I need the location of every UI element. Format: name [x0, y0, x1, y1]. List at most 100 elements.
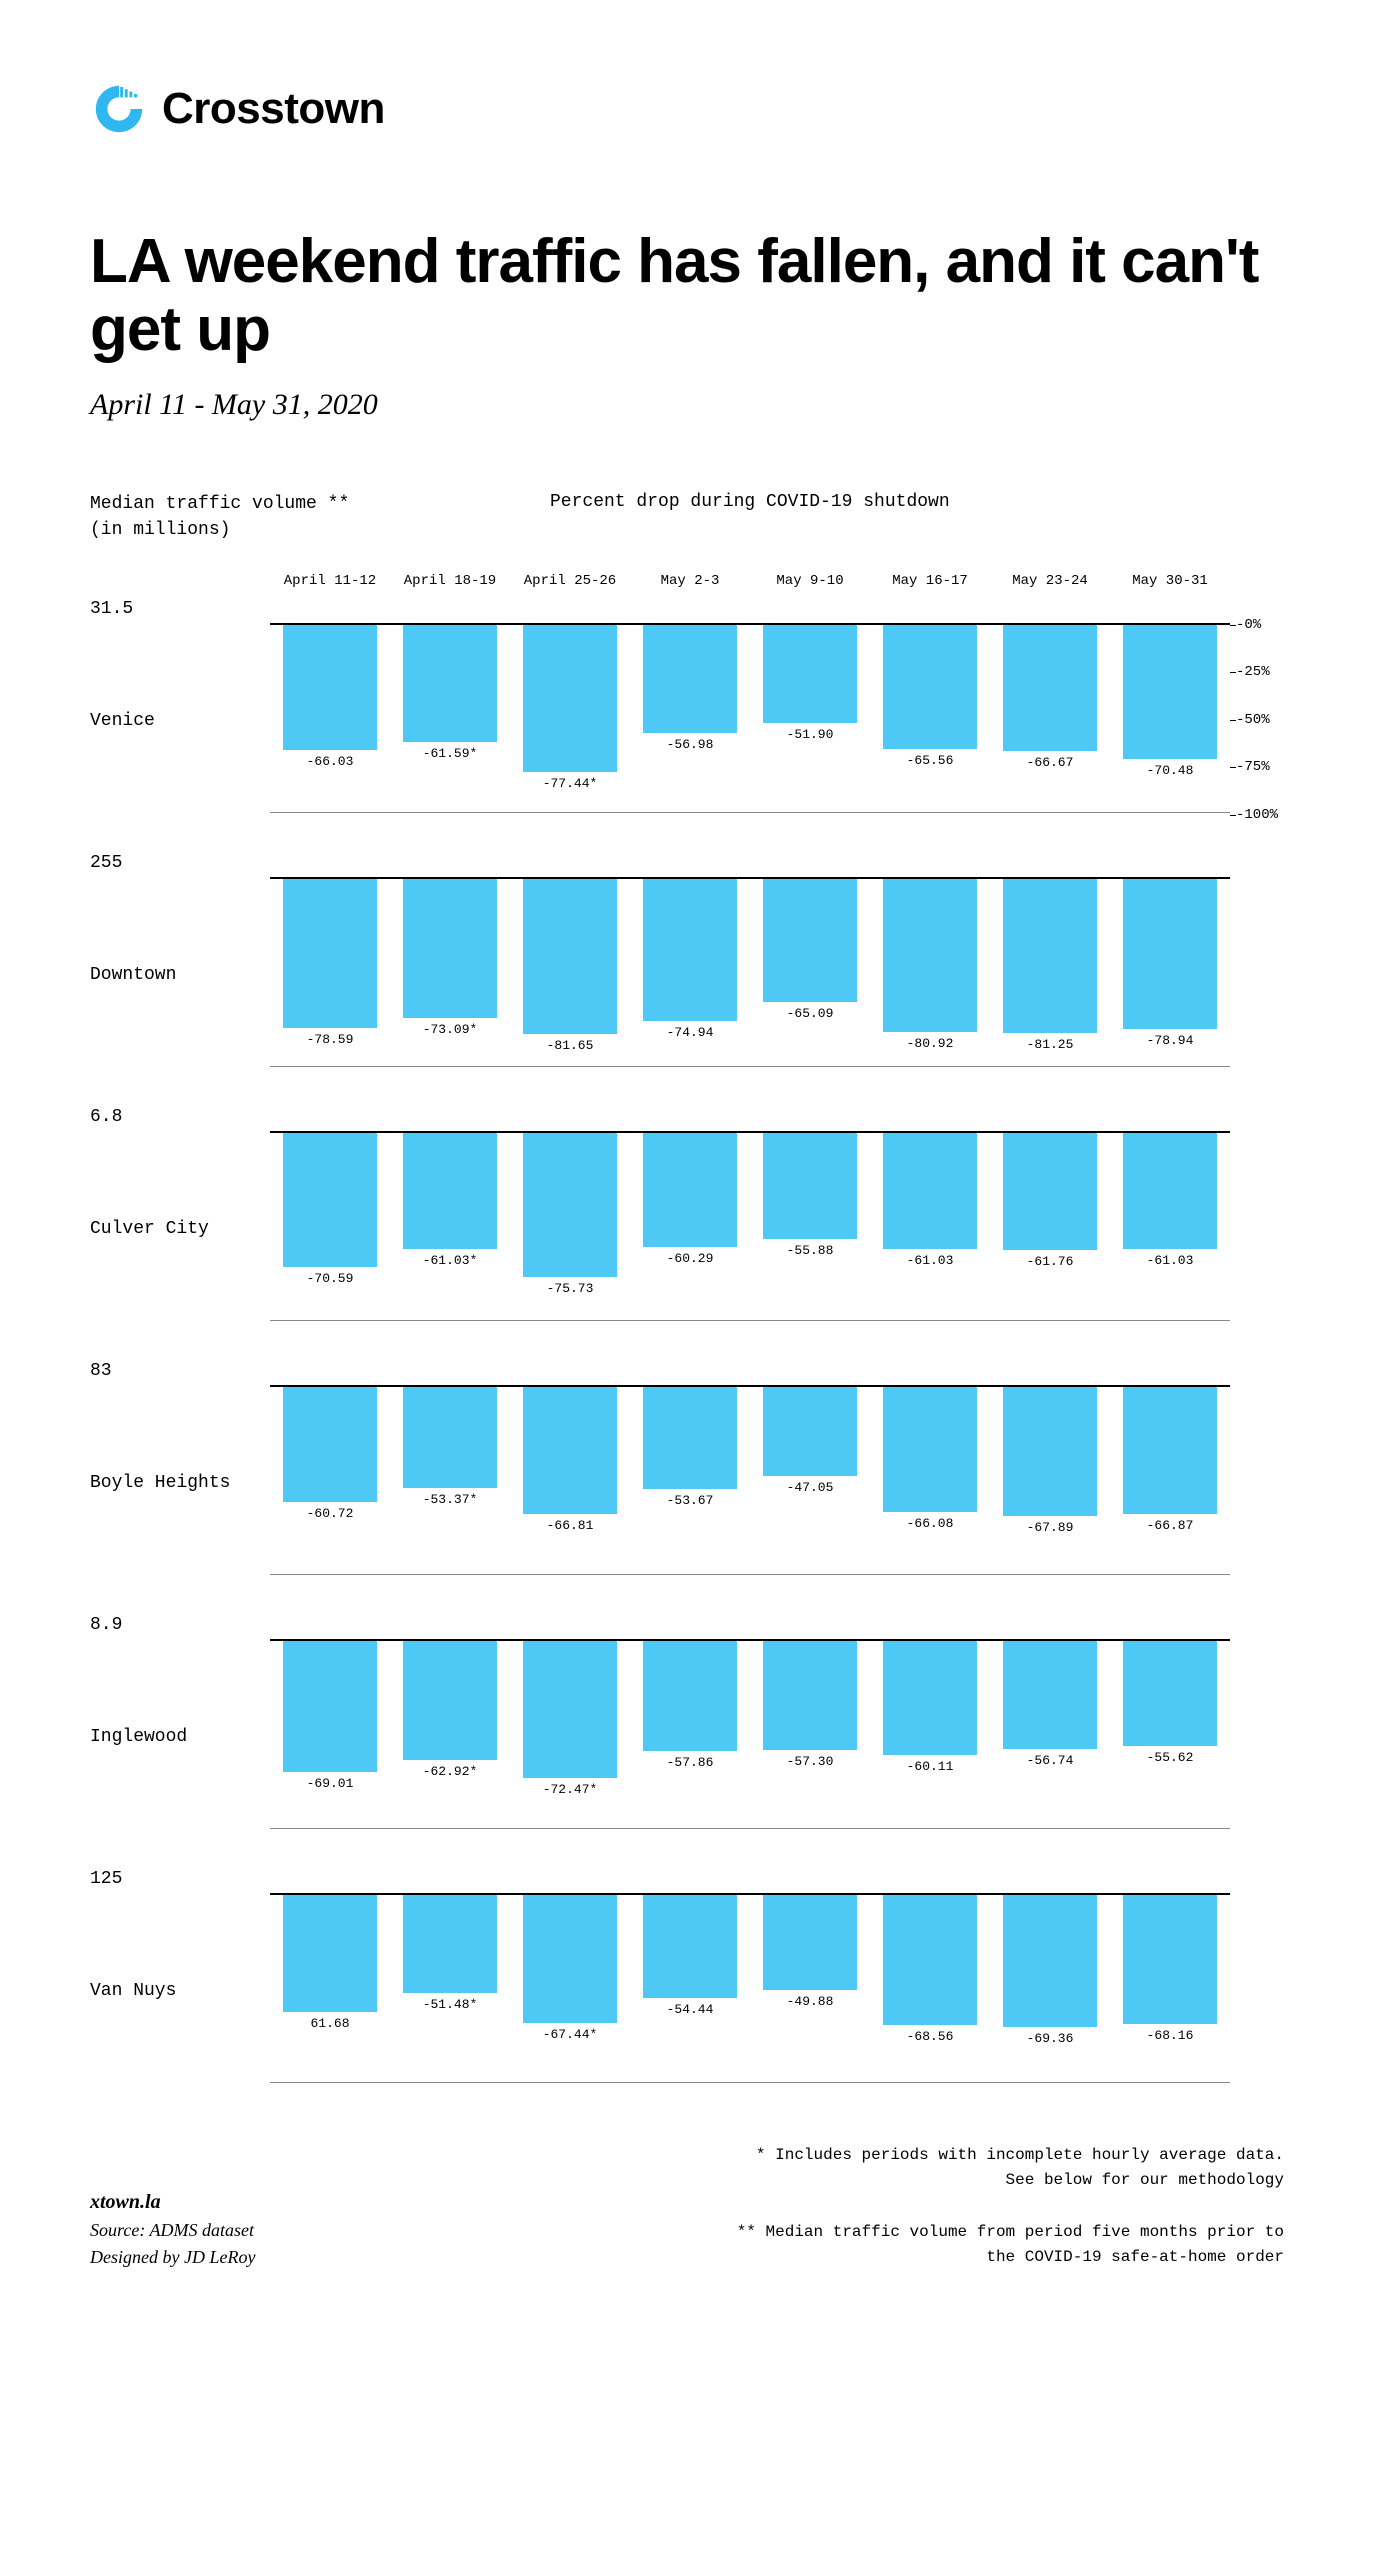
bars-box: 61.68-51.48*-67.44*-54.44-49.88-68.56-69… — [270, 1893, 1230, 2083]
bar-slot: -65.56 — [870, 625, 990, 812]
date-headers: April 11-12April 18-19April 25-26May 2-3… — [270, 573, 1230, 589]
bar — [523, 1133, 617, 1277]
bars-box: -66.03-61.59*-77.44*-56.98-51.90-65.56-6… — [270, 623, 1230, 813]
bar-value-label: -77.44* — [543, 776, 598, 791]
date-header: April 25-26 — [510, 573, 630, 589]
y-tick-label: -0% — [1236, 617, 1261, 633]
bar — [283, 1641, 377, 1772]
bar — [763, 1133, 857, 1239]
bar-value-label: -67.89 — [1027, 1520, 1074, 1535]
bar — [883, 879, 977, 1033]
bar — [643, 879, 737, 1021]
bar — [283, 1895, 377, 2012]
panel-name: Venice — [90, 705, 270, 731]
axis-titles: Median traffic volume ** (in millions) P… — [90, 492, 1284, 542]
bar-value-label: -54.44 — [667, 2002, 714, 2017]
bar — [403, 1641, 497, 1761]
crosstown-logo-icon — [90, 80, 148, 138]
bar-slot: -69.01 — [270, 1641, 390, 1828]
chart-panel: 83Boyle Heights-60.72-53.37*-66.81-53.67… — [90, 1361, 1284, 1575]
bar-value-label: -78.59 — [307, 1032, 354, 1047]
bar — [1003, 1387, 1097, 1516]
bar — [1123, 1641, 1217, 1747]
bar-value-label: -80.92 — [907, 1036, 954, 1051]
bar-slot: -66.67 — [990, 625, 1110, 812]
bars-box: -60.72 -53.37* -66.81-53.67 -47.05 -66.08 -67… — [270, 1385, 1230, 1575]
median-value: 31.5 — [90, 599, 270, 619]
bar-slot: -61.03* — [390, 1133, 510, 1320]
bar — [283, 879, 377, 1028]
bar-slot: -61.03 — [1110, 1133, 1230, 1320]
bar-value-label: -69.01 — [307, 1776, 354, 1791]
bar-slot: -56.98 — [630, 625, 750, 812]
bar-slot: -75.73 — [510, 1133, 630, 1320]
bar-slot: -65.09 — [750, 879, 870, 1066]
bar-value-label: -81.65 — [547, 1038, 594, 1053]
footnotes: * Includes periods with incomplete hourl… — [724, 2143, 1284, 2271]
headline: LA weekend traffic has fallen, and it ca… — [90, 228, 1284, 364]
date-header: May 16-17 — [870, 573, 990, 589]
bar-value-label: -78.94 — [1147, 1033, 1194, 1048]
bar-value-label: -47.05 — [787, 1480, 834, 1495]
bar-slot: -57.30 — [750, 1641, 870, 1828]
bar-slot: -74.94 — [630, 879, 750, 1066]
bar-value-label: -65.09 — [787, 1006, 834, 1021]
bar-value-label: -53.37* — [423, 1492, 478, 1507]
bar-slot: -56.74 — [990, 1641, 1110, 1828]
y-tick-label: -75% — [1236, 759, 1270, 775]
bar-slot: -55.62 — [1110, 1641, 1230, 1828]
bar-slot: -70.59 — [270, 1133, 390, 1320]
median-value: 125 — [90, 1869, 270, 1889]
bar-value-label: -66.87 — [1147, 1518, 1194, 1533]
bar — [643, 1387, 737, 1489]
bar — [403, 879, 497, 1018]
bar-value-label: -55.62 — [1147, 1750, 1194, 1765]
bar-slot: -67.89 — [990, 1387, 1110, 1574]
chart-panel: 31.5Venice-66.03-61.59*-77.44*-56.98-51.… — [90, 599, 1284, 813]
bar-value-label: -68.56 — [907, 2029, 954, 2044]
bar-slot: -62.92* — [390, 1641, 510, 1828]
bar-slot: -60.11 — [870, 1641, 990, 1828]
y-tick-label: -50% — [1236, 712, 1270, 728]
bar-slot: -77.44* — [510, 625, 630, 812]
y-axis: -0%-25%-50%-75%-100% — [1236, 625, 1286, 815]
chart-panel: 255Downtown-78.59-73.09*-81.65-74.94-65.… — [90, 853, 1284, 1067]
bar-value-label: -66.08 — [907, 1516, 954, 1531]
bar-value-label: -61.03 — [1147, 1253, 1194, 1268]
bar-slot: -80.92 — [870, 879, 990, 1066]
bar-value-label: -60.72 — [307, 1506, 354, 1521]
panel-name: Inglewood — [90, 1721, 270, 1747]
bar-value-label: -56.98 — [667, 737, 714, 752]
bar-slot: -66.08 — [870, 1387, 990, 1574]
site-credit: xtown.la — [90, 2187, 255, 2217]
bar-value-label: -49.88 — [787, 1994, 834, 2009]
bar-value-label: -61.03 — [907, 1253, 954, 1268]
date-header: April 11-12 — [270, 573, 390, 589]
bar — [523, 1895, 617, 2023]
panel-name: Van Nuys — [90, 1975, 270, 2001]
bar — [523, 1641, 617, 1779]
date-header: April 18-19 — [390, 573, 510, 589]
bar — [283, 1133, 377, 1267]
bars-box: -70.59-61.03*-75.73-60.29-55.88-61.03-61… — [270, 1131, 1230, 1321]
bar-slot: -53.67 — [630, 1387, 750, 1574]
date-header: May 23-24 — [990, 573, 1110, 589]
bar-slot: -55.88 — [750, 1133, 870, 1320]
bar — [883, 625, 977, 750]
bar — [763, 1895, 857, 1990]
bar-slot: -78.94 — [1110, 879, 1230, 1066]
bar-slot: -72.47* — [510, 1641, 630, 1828]
date-header: May 9-10 — [750, 573, 870, 589]
y-tick-label: -25% — [1236, 664, 1270, 680]
bar — [883, 1133, 977, 1249]
bar-slot: -61.03 — [870, 1133, 990, 1320]
bar-slot: -68.16 — [1110, 1895, 1230, 2082]
bar — [763, 1387, 857, 1476]
bar-slot: -49.88 — [750, 1895, 870, 2082]
footnote-2: ** Median traffic volume from period fiv… — [724, 2220, 1284, 2271]
bar-slot: -66.81 — [510, 1387, 630, 1574]
median-value: 255 — [90, 853, 270, 873]
bar-value-label: -51.90 — [787, 727, 834, 742]
chart-panel: 125Van Nuys61.68-51.48*-67.44*-54.44-49.… — [90, 1869, 1284, 2083]
panel-name: Downtown — [90, 959, 270, 985]
